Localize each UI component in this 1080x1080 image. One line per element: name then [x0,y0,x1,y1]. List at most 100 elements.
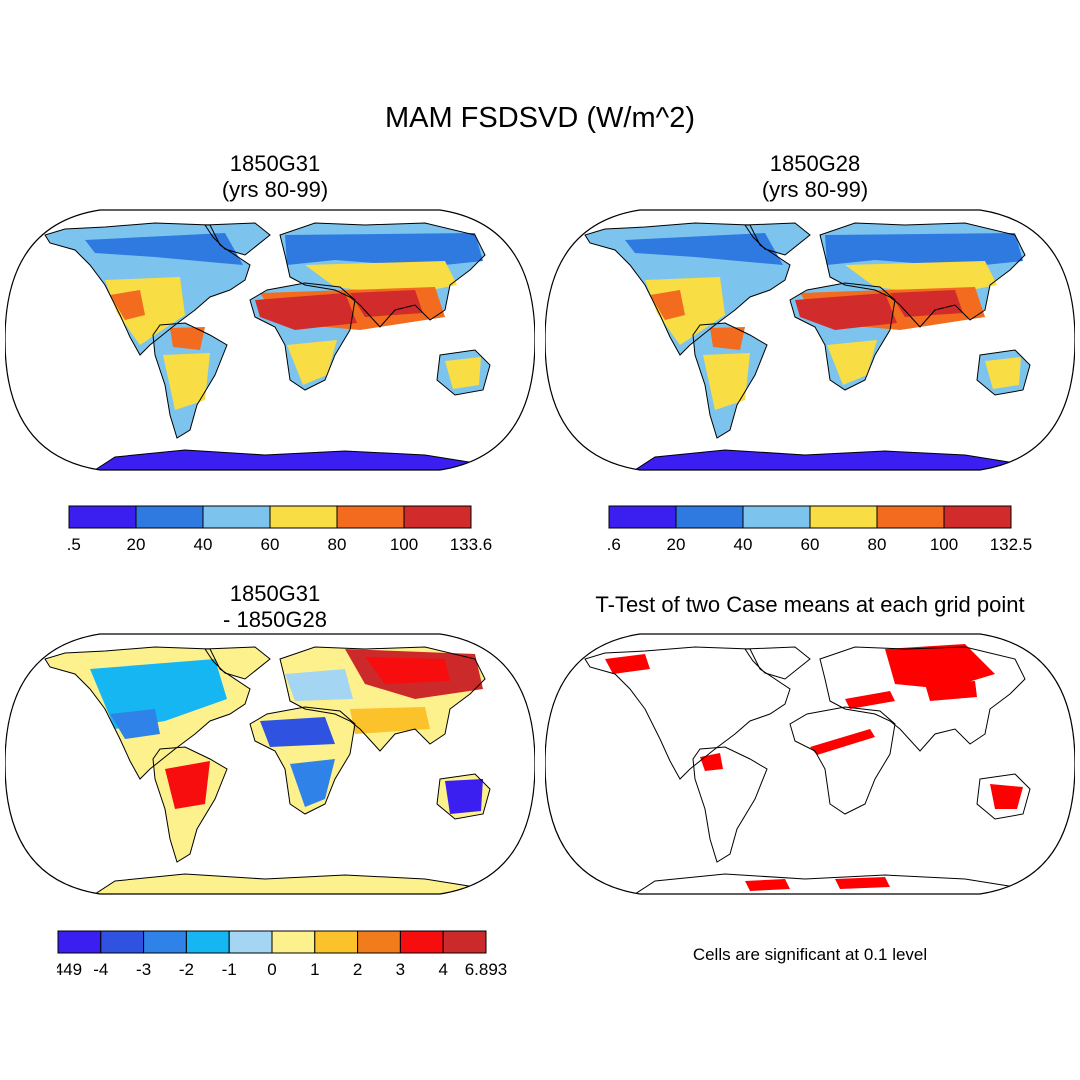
panel-title-g31-line1: 1850G31 [229,151,321,176]
coastline-south-america [152,746,228,863]
band-south-america [163,353,210,410]
colorbar-label: 80 [868,535,887,554]
panel-title-g31-line2: (yrs 80-99) [221,177,329,202]
coastline-africa [249,706,356,815]
colorbar-label: 0.5 [68,535,81,554]
colorbar-swatch-3 [742,505,811,529]
band-arabia-red [890,290,963,317]
colorbar-label: 6.893 [465,960,508,979]
coastline-north-america [584,222,791,356]
colorbar-swatch-4 [269,505,338,529]
anomaly-antarctica [95,874,475,894]
band-eurasia-mid [845,261,997,295]
coastline-eurasia [279,646,486,752]
colorbar-swatch-7 [314,930,359,954]
colorbar-swatch-6 [271,930,316,954]
anomaly-australia [445,779,483,814]
land-greenland [205,223,270,255]
colorbar-swatch-5 [876,505,945,529]
coastline-australia [976,773,1031,820]
colorbar-swatch-9 [399,930,444,954]
colorbar-label: 60 [261,535,280,554]
map-g31 [5,209,535,471]
colorbar-difference: -8.449 -4 -3 -2 -1 0 1 2 3 4 6.893 [57,930,508,979]
anomaly-south-america [165,761,210,809]
map-fields [44,222,491,470]
map-ttest-significance [545,633,1075,895]
colorbar-swatch-1 [608,505,677,529]
ocean-background [545,634,1075,894]
colorbar-swatch-3 [143,930,187,954]
band-us-hot [110,290,145,320]
colorbar-swatch-3 [202,505,271,529]
band-north-america [85,233,243,265]
colorbar-label: 132.5 [990,535,1033,554]
coastline-greenland [204,222,271,256]
panel-title-g28-line2: (yrs 80-99) [761,177,869,202]
band-australia [445,357,481,389]
coastline-north-america [44,646,251,780]
band-eurasia-north [825,233,1023,267]
band-us-hot [650,290,685,320]
colorbar-swatch-2 [675,505,744,529]
panel-title-g31: 1850G31 (yrs 80-99) [150,151,400,203]
colorbar-swatch-4 [809,505,878,529]
coastline-antarctica [93,449,476,470]
colorbar-label: 40 [734,535,753,554]
colorbar-label: -2 [179,960,194,979]
colorbar-swatch-10 [442,930,487,954]
coastline-north-america [44,222,251,356]
coastline-south-america [692,746,768,863]
sig-central-asia [925,681,977,701]
colorbar-swatch-5 [228,930,273,954]
band-africa-south [287,340,337,385]
colorbar-label: 2 [353,960,362,979]
anomaly-siberia-core [365,657,450,684]
coastline-south-america [152,322,228,439]
colorbar-label: -4 [93,960,108,979]
coastline-eurasia [819,646,1026,752]
sig-siberia [885,644,995,689]
colorbar-label: 133.6 [450,535,493,554]
panel-title-diff-line1: 1850G31 [229,581,321,606]
main-title: MAM FSDSVD (W/m^2) [384,102,696,134]
colorbar-swatch-2 [100,930,145,954]
map-border [545,633,1075,895]
coastline-eurasia [279,222,486,328]
colorbar-swatch-1 [57,930,102,954]
significance-note: Cells are significant at 0.1 level [692,945,928,964]
anomaly-africa-south [290,759,335,807]
map-difference [5,633,535,895]
coastline-australia [436,773,491,820]
panel-title-diff-line2: - 1850G28 [223,607,327,632]
map-border [545,209,1075,471]
coastline-antarctica [93,873,476,894]
sig-antarctica-west [745,879,790,891]
sig-south-america [700,753,723,771]
colorbar-label: 80 [328,535,347,554]
coastline-australia [436,349,491,396]
anomaly-europe [285,669,353,701]
band-arabia-red [350,290,423,317]
colorbar-label: 0.6 [608,535,621,554]
anomaly-north-africa [260,717,335,747]
panel-title-g28-line1: 1850G28 [769,151,861,176]
colorbar-label: 100 [390,535,418,554]
land-greenland [205,647,270,679]
colorbar-label: -1 [222,960,237,979]
map-fields [584,644,1031,894]
colorbar-swatch-1 [68,505,137,529]
colorbar-label: 1 [310,960,319,979]
coastline-greenland [744,222,811,256]
map-fields [584,222,1031,470]
coastline-antarctica [633,873,1016,894]
coastline-africa [249,282,356,391]
colorbar-swatch-8 [357,930,401,954]
band-north-america [625,233,783,265]
colorbar-g28: 0.6 20 40 60 80 100 132.5 [608,505,1033,554]
colorbar-label: -3 [136,960,151,979]
colorbar-swatch-4 [185,930,230,954]
sig-europe-band [845,691,895,709]
coastline-australia [976,349,1031,396]
colorbar-swatch-2 [135,505,204,529]
